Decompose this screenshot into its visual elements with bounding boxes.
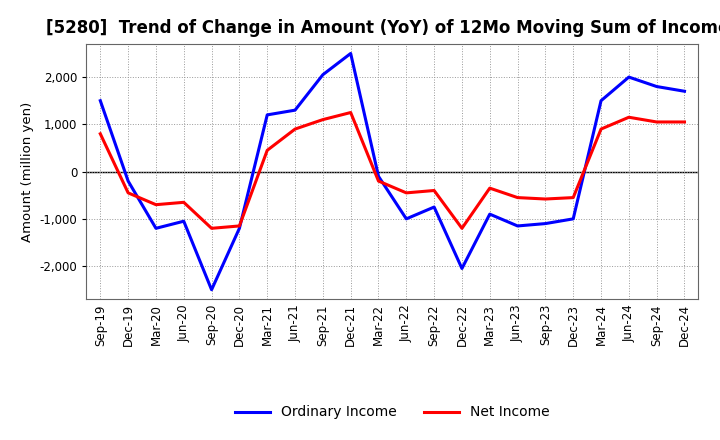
- Ordinary Income: [458, 266, 467, 271]
- Net Income: [652, 119, 661, 125]
- Net Income: [96, 131, 104, 136]
- Ordinary Income: [680, 88, 689, 94]
- Ordinary Income: [124, 178, 132, 183]
- Ordinary Income: [402, 216, 410, 221]
- Ordinary Income: [291, 107, 300, 113]
- Net Income: [235, 224, 243, 229]
- Net Income: [402, 190, 410, 195]
- Ordinary Income: [318, 72, 327, 77]
- Net Income: [124, 190, 132, 195]
- Net Income: [624, 114, 633, 120]
- Net Income: [485, 186, 494, 191]
- Net Income: [346, 110, 355, 115]
- Net Income: [513, 195, 522, 200]
- Net Income: [541, 196, 550, 202]
- Net Income: [374, 178, 383, 183]
- Ordinary Income: [569, 216, 577, 221]
- Net Income: [291, 126, 300, 132]
- Ordinary Income: [346, 51, 355, 56]
- Y-axis label: Amount (million yen): Amount (million yen): [21, 102, 34, 242]
- Line: Ordinary Income: Ordinary Income: [100, 53, 685, 290]
- Ordinary Income: [485, 212, 494, 217]
- Ordinary Income: [597, 98, 606, 103]
- Ordinary Income: [179, 219, 188, 224]
- Title: [5280]  Trend of Change in Amount (YoY) of 12Mo Moving Sum of Incomes: [5280] Trend of Change in Amount (YoY) o…: [46, 19, 720, 37]
- Net Income: [179, 200, 188, 205]
- Net Income: [152, 202, 161, 207]
- Legend: Ordinary Income, Net Income: Ordinary Income, Net Income: [230, 400, 555, 425]
- Net Income: [318, 117, 327, 122]
- Ordinary Income: [235, 226, 243, 231]
- Ordinary Income: [207, 287, 216, 293]
- Ordinary Income: [624, 74, 633, 80]
- Net Income: [569, 195, 577, 200]
- Ordinary Income: [152, 226, 161, 231]
- Net Income: [680, 119, 689, 125]
- Ordinary Income: [96, 98, 104, 103]
- Ordinary Income: [263, 112, 271, 117]
- Ordinary Income: [541, 221, 550, 226]
- Net Income: [430, 188, 438, 193]
- Net Income: [263, 148, 271, 153]
- Ordinary Income: [513, 224, 522, 229]
- Net Income: [207, 226, 216, 231]
- Net Income: [458, 226, 467, 231]
- Ordinary Income: [374, 174, 383, 179]
- Line: Net Income: Net Income: [100, 113, 685, 228]
- Ordinary Income: [652, 84, 661, 89]
- Net Income: [597, 126, 606, 132]
- Ordinary Income: [430, 205, 438, 210]
